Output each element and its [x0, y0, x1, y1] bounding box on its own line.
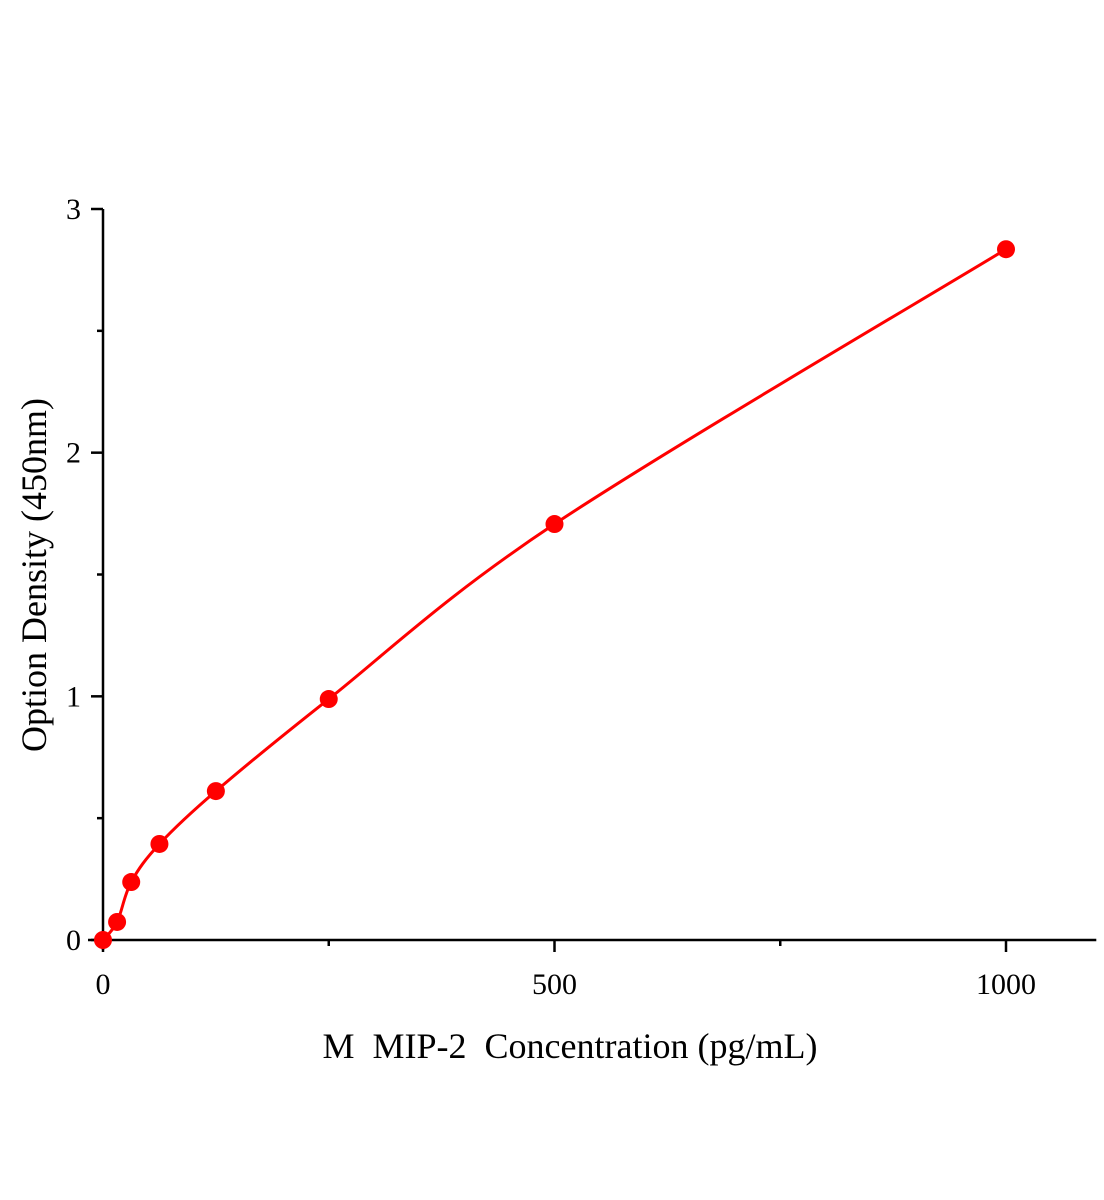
data-point	[94, 931, 112, 949]
fit-curve	[101, 247, 1007, 941]
data-point	[997, 240, 1015, 259]
y-tick-label: 1	[66, 680, 81, 713]
data-points	[94, 240, 1015, 949]
axes	[88, 207, 1097, 952]
data-point	[206, 782, 225, 801]
y-tick-label: 3	[66, 193, 81, 226]
y-tick-label: 2	[66, 437, 81, 470]
tick-labels: 0 1 2 3 0 500 1000	[66, 193, 1036, 1001]
data-point	[545, 515, 564, 534]
data-point	[122, 873, 141, 892]
y-tick-label: 0	[66, 924, 81, 957]
data-point	[150, 834, 169, 853]
x-tick-label: 500	[532, 968, 577, 1001]
data-point	[108, 912, 127, 931]
x-axis-title: M MIP-2 Concentration (pg/mL)	[323, 1026, 818, 1066]
y-axis-title: Option Density (450nm)	[14, 398, 54, 752]
x-tick-label: 1000	[976, 968, 1036, 1001]
data-point	[319, 690, 338, 709]
x-tick-label: 0	[96, 968, 111, 1001]
